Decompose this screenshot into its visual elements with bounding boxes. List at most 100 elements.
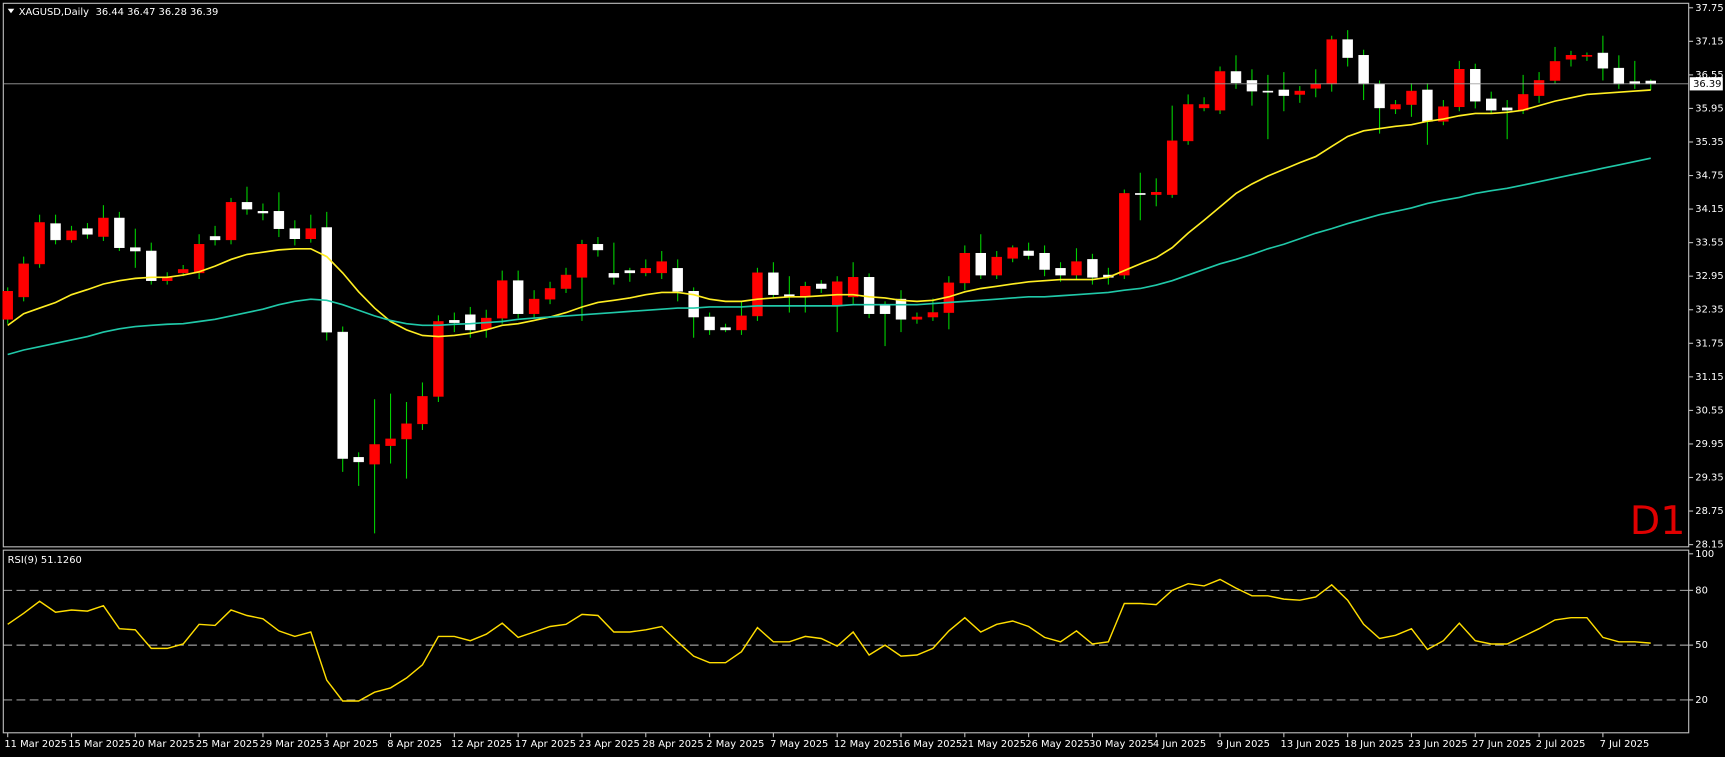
candle-body — [1071, 261, 1082, 276]
candle-body — [1374, 83, 1385, 109]
y-tick-label: 80 — [1695, 585, 1708, 596]
rsi-panel-frame — [2, 549, 1690, 734]
x-tick-label: 12 May 2025 — [834, 739, 898, 750]
price-label: 36.39 — [1693, 79, 1721, 90]
candle-body — [1342, 39, 1353, 58]
candle-body — [18, 263, 29, 298]
candle-body — [1214, 71, 1226, 111]
x-tick-label: 15 Mar 2025 — [68, 739, 131, 750]
x-tick-label: 23 Apr 2025 — [579, 739, 640, 750]
candle-body — [1597, 52, 1609, 69]
candle-body — [959, 252, 971, 284]
candle-body — [1485, 98, 1497, 111]
candle-body — [1055, 268, 1066, 276]
candle-body — [800, 285, 811, 298]
candle-body — [1230, 71, 1242, 83]
candle-body — [672, 268, 683, 292]
candle-body — [433, 321, 444, 397]
candle-body — [273, 211, 285, 229]
y-tick-label: 37.75 — [1695, 3, 1723, 14]
y-tick-label: 20 — [1695, 695, 1708, 706]
y-tick-label: 37.15 — [1695, 36, 1723, 47]
candle-body — [241, 202, 253, 210]
y-tick-label: 100 — [1695, 549, 1714, 560]
candle-body — [879, 305, 891, 314]
candle-body — [592, 244, 604, 251]
candle-body — [911, 316, 923, 320]
candle-body — [1406, 90, 1417, 105]
candle-body — [34, 222, 45, 265]
timeframe-label: D1 — [1630, 498, 1686, 544]
x-tick-label: 11 Mar 2025 — [4, 739, 67, 750]
candle-body — [1581, 55, 1593, 57]
y-tick-label: 33.55 — [1695, 238, 1723, 249]
candle-body — [560, 274, 572, 289]
candle-body — [640, 268, 652, 274]
candle-body — [1549, 61, 1561, 81]
candle-body — [608, 273, 620, 278]
x-tick-label: 28 Apr 2025 — [642, 739, 703, 750]
candle-body — [576, 244, 588, 278]
x-tick-label: 17 Apr 2025 — [515, 739, 576, 750]
candle-body — [449, 320, 460, 323]
candle-body — [66, 230, 77, 241]
candle-body — [895, 298, 907, 320]
x-tick-label: 4 Jun 2025 — [1153, 739, 1206, 750]
candle-body — [305, 228, 317, 239]
candle-body — [736, 315, 747, 331]
y-tick-label: 28.15 — [1695, 540, 1723, 551]
candle-body — [656, 261, 667, 274]
candle-body — [1246, 80, 1258, 92]
candle-body — [1533, 80, 1545, 96]
candle-body — [193, 244, 205, 274]
candle-body — [1294, 90, 1306, 95]
candle-body — [1358, 55, 1369, 85]
candle-body — [1039, 252, 1050, 270]
candle-body — [752, 272, 763, 317]
candle-body — [528, 298, 540, 314]
x-tick-label: 3 Apr 2025 — [323, 739, 378, 750]
candle-body — [161, 277, 173, 281]
collapse-icon[interactable] — [7, 8, 15, 14]
candle-body — [847, 277, 859, 298]
x-tick-label: 2 Jul 2025 — [1536, 739, 1586, 750]
x-tick-label: 30 May 2025 — [1089, 739, 1153, 750]
candle-body — [720, 327, 731, 331]
candle-body — [1166, 140, 1178, 195]
y-tick-label: 31.75 — [1695, 338, 1723, 349]
candle-body — [209, 236, 221, 241]
y-tick-label: 31.15 — [1695, 372, 1723, 383]
moving-average-line — [7, 89, 1651, 338]
price-label-box — [1689, 77, 1723, 91]
candle-body — [1454, 69, 1465, 108]
candle-body — [2, 291, 13, 320]
candle-body — [927, 312, 939, 318]
x-tick-label: 7 May 2025 — [770, 739, 828, 750]
rsi-line — [7, 578, 1651, 702]
price-panel-frame — [2, 2, 1690, 548]
y-tick-label: 35.35 — [1695, 137, 1723, 148]
candle-body — [130, 247, 141, 252]
candle-body — [1390, 104, 1401, 110]
candle-body — [1565, 55, 1577, 60]
x-tick-label: 23 Jun 2025 — [1408, 739, 1467, 750]
candle-body — [1613, 67, 1625, 85]
y-tick-label: 29.95 — [1695, 439, 1723, 450]
y-tick-label: 34.75 — [1695, 171, 1723, 182]
candle-body — [146, 250, 157, 281]
candle-body — [1007, 247, 1018, 259]
y-tick-label: 29.35 — [1695, 473, 1723, 484]
candle-body — [225, 202, 237, 241]
candle-body — [1023, 250, 1034, 256]
x-tick-label: 18 Jun 2025 — [1344, 739, 1403, 750]
candle-body — [417, 396, 428, 425]
candle-body — [1151, 192, 1162, 195]
candle-body — [1198, 104, 1210, 109]
candle-body — [831, 281, 843, 307]
x-tick-label: 29 Mar 2025 — [260, 739, 323, 750]
x-tick-label: 12 Apr 2025 — [451, 739, 512, 750]
candle-body — [688, 291, 699, 318]
x-tick-label: 9 Jun 2025 — [1217, 739, 1270, 750]
x-tick-label: 8 Apr 2025 — [387, 739, 442, 750]
candle-body — [975, 252, 986, 276]
